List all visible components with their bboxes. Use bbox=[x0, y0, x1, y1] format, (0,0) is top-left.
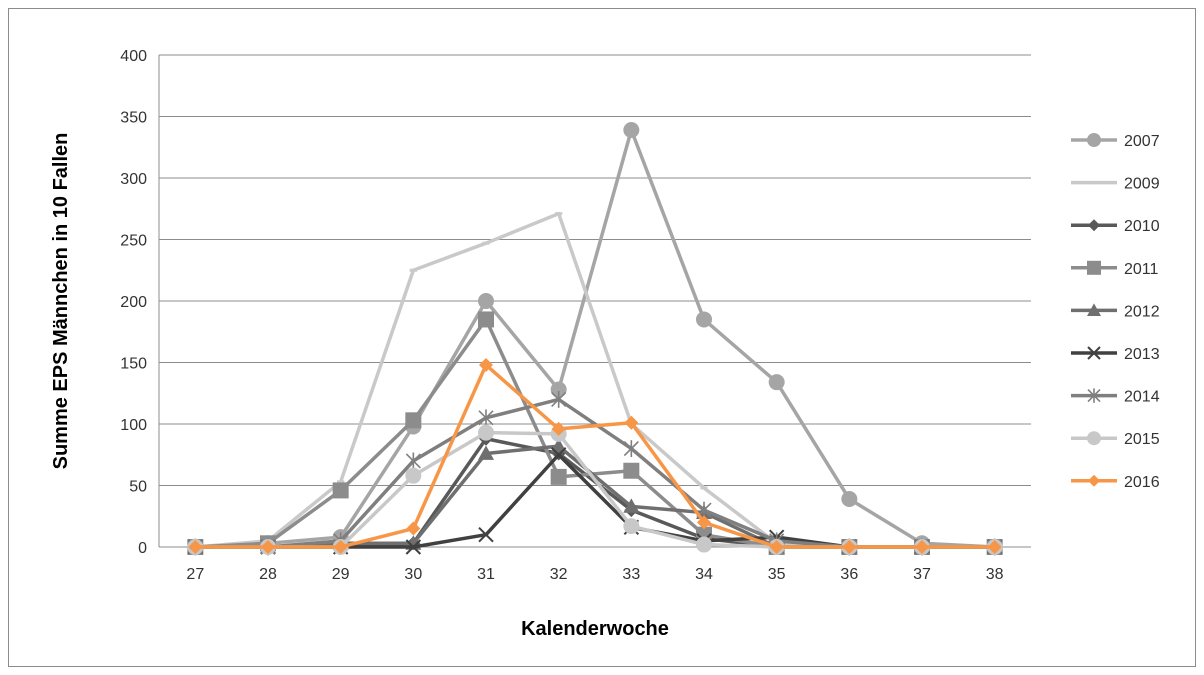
y-tick-label: 50 bbox=[129, 479, 147, 496]
legend-label: 2012 bbox=[1124, 303, 1160, 320]
legend-label: 2009 bbox=[1124, 176, 1160, 193]
x-tick-label: 28 bbox=[259, 566, 277, 583]
x-tick-label: 36 bbox=[840, 566, 858, 583]
data-point bbox=[550, 381, 567, 398]
legend-label: 2011 bbox=[1124, 261, 1159, 278]
data-point bbox=[623, 122, 640, 139]
series-2016 bbox=[188, 357, 1002, 554]
data-point bbox=[1087, 133, 1101, 147]
legend-item-2013: 2013 bbox=[1071, 346, 1160, 363]
data-point bbox=[332, 482, 349, 499]
series-line bbox=[195, 363, 995, 549]
data-point bbox=[623, 440, 639, 457]
y-tick-label: 150 bbox=[120, 356, 147, 373]
data-point bbox=[841, 491, 858, 508]
series-2012 bbox=[187, 438, 1003, 554]
x-tick-label: 35 bbox=[768, 566, 786, 583]
legend-item-2012: 2012 bbox=[1071, 303, 1160, 320]
data-point bbox=[478, 409, 494, 427]
legend-label: 2007 bbox=[1124, 133, 1160, 150]
data-point bbox=[915, 540, 929, 554]
data-point bbox=[697, 515, 711, 530]
line-chart: 0 50 100 150 200 250 300 350 400 27 28 29 30 31 32 33 3… bbox=[50, 48, 1160, 640]
data-point bbox=[550, 468, 567, 485]
series-lines bbox=[187, 122, 1003, 556]
x-tick-label: 37 bbox=[913, 566, 931, 583]
data-point bbox=[261, 540, 275, 554]
data-point bbox=[478, 293, 494, 309]
data-point bbox=[623, 518, 640, 535]
x-tick-label: 29 bbox=[332, 566, 350, 583]
x-tick-label: 30 bbox=[404, 566, 422, 583]
gridlines bbox=[158, 54, 1031, 548]
data-point bbox=[188, 540, 203, 554]
y-tick-label: 350 bbox=[120, 110, 147, 127]
data-point bbox=[623, 498, 640, 513]
x-axis-ticks: 27 28 29 30 31 32 33 34 35 36 37 38 bbox=[186, 566, 1003, 583]
series-line bbox=[195, 128, 995, 549]
legend-label: 2015 bbox=[1124, 431, 1160, 448]
data-point bbox=[406, 521, 421, 536]
chart-frame: 0 50 100 150 200 250 300 350 400 27 28 29 30 31 32 33 3… bbox=[8, 8, 1196, 667]
data-point bbox=[551, 421, 566, 436]
data-point bbox=[478, 424, 494, 441]
y-tick-label: 100 bbox=[120, 417, 147, 434]
data-point bbox=[405, 412, 422, 429]
data-point bbox=[1087, 303, 1101, 316]
data-point bbox=[1088, 219, 1100, 232]
data-point bbox=[987, 540, 1002, 554]
series-line bbox=[195, 444, 995, 549]
data-point bbox=[696, 311, 712, 328]
legend-item-2007: 2007 bbox=[1071, 133, 1160, 150]
data-point bbox=[550, 438, 567, 453]
legend-label: 2010 bbox=[1124, 218, 1160, 235]
x-tick-label: 32 bbox=[550, 566, 568, 583]
x-axis-title: Kalenderwoche bbox=[521, 618, 669, 640]
x-tick-label: 27 bbox=[186, 566, 204, 583]
y-tick-label: 400 bbox=[120, 48, 147, 65]
y-tick-label: 200 bbox=[120, 294, 147, 311]
data-point bbox=[1087, 388, 1101, 403]
data-point bbox=[1087, 260, 1101, 275]
data-point bbox=[478, 311, 494, 328]
data-point bbox=[1087, 346, 1101, 360]
data-point bbox=[768, 374, 785, 391]
legend-item-2009: 2009 bbox=[1071, 176, 1160, 193]
data-point bbox=[405, 467, 422, 484]
data-point bbox=[623, 462, 640, 479]
data-point bbox=[479, 357, 493, 372]
data-point bbox=[478, 526, 494, 543]
x-tick-label: 38 bbox=[986, 566, 1004, 583]
data-point bbox=[1088, 474, 1100, 487]
data-point bbox=[624, 415, 639, 430]
x-tick-label: 31 bbox=[477, 566, 495, 583]
legend-item-2015: 2015 bbox=[1071, 431, 1160, 448]
legend-label: 2014 bbox=[1124, 389, 1160, 406]
legend-item-2014: 2014 bbox=[1071, 388, 1160, 406]
legend-label: 2013 bbox=[1124, 346, 1160, 363]
data-point bbox=[405, 452, 421, 470]
legend: 2007 2009 2010 2011 2012 2013 2014 2015 2016 bbox=[1071, 133, 1160, 491]
data-point bbox=[551, 391, 567, 408]
y-axis-ticks: 0 50 100 150 200 250 300 350 400 bbox=[120, 48, 147, 557]
y-axis-title: Summe EPS Männchen in 10 Fallen bbox=[50, 133, 72, 470]
y-tick-label: 0 bbox=[138, 540, 147, 557]
legend-item-2010: 2010 bbox=[1071, 218, 1160, 235]
data-point bbox=[478, 445, 494, 460]
legend-item-2011: 2011 bbox=[1071, 260, 1159, 278]
legend-item-2016: 2016 bbox=[1071, 474, 1160, 491]
data-point bbox=[333, 540, 348, 554]
data-point bbox=[842, 540, 857, 554]
data-point bbox=[696, 536, 712, 553]
x-tick-label: 33 bbox=[622, 566, 640, 583]
legend-label: 2016 bbox=[1124, 474, 1160, 491]
y-tick-label: 300 bbox=[120, 171, 147, 188]
data-point bbox=[1087, 431, 1101, 446]
x-tick-label: 34 bbox=[695, 566, 713, 583]
data-point bbox=[405, 539, 422, 555]
data-point bbox=[769, 540, 784, 554]
data-point bbox=[550, 447, 567, 463]
y-tick-label: 250 bbox=[120, 233, 147, 250]
